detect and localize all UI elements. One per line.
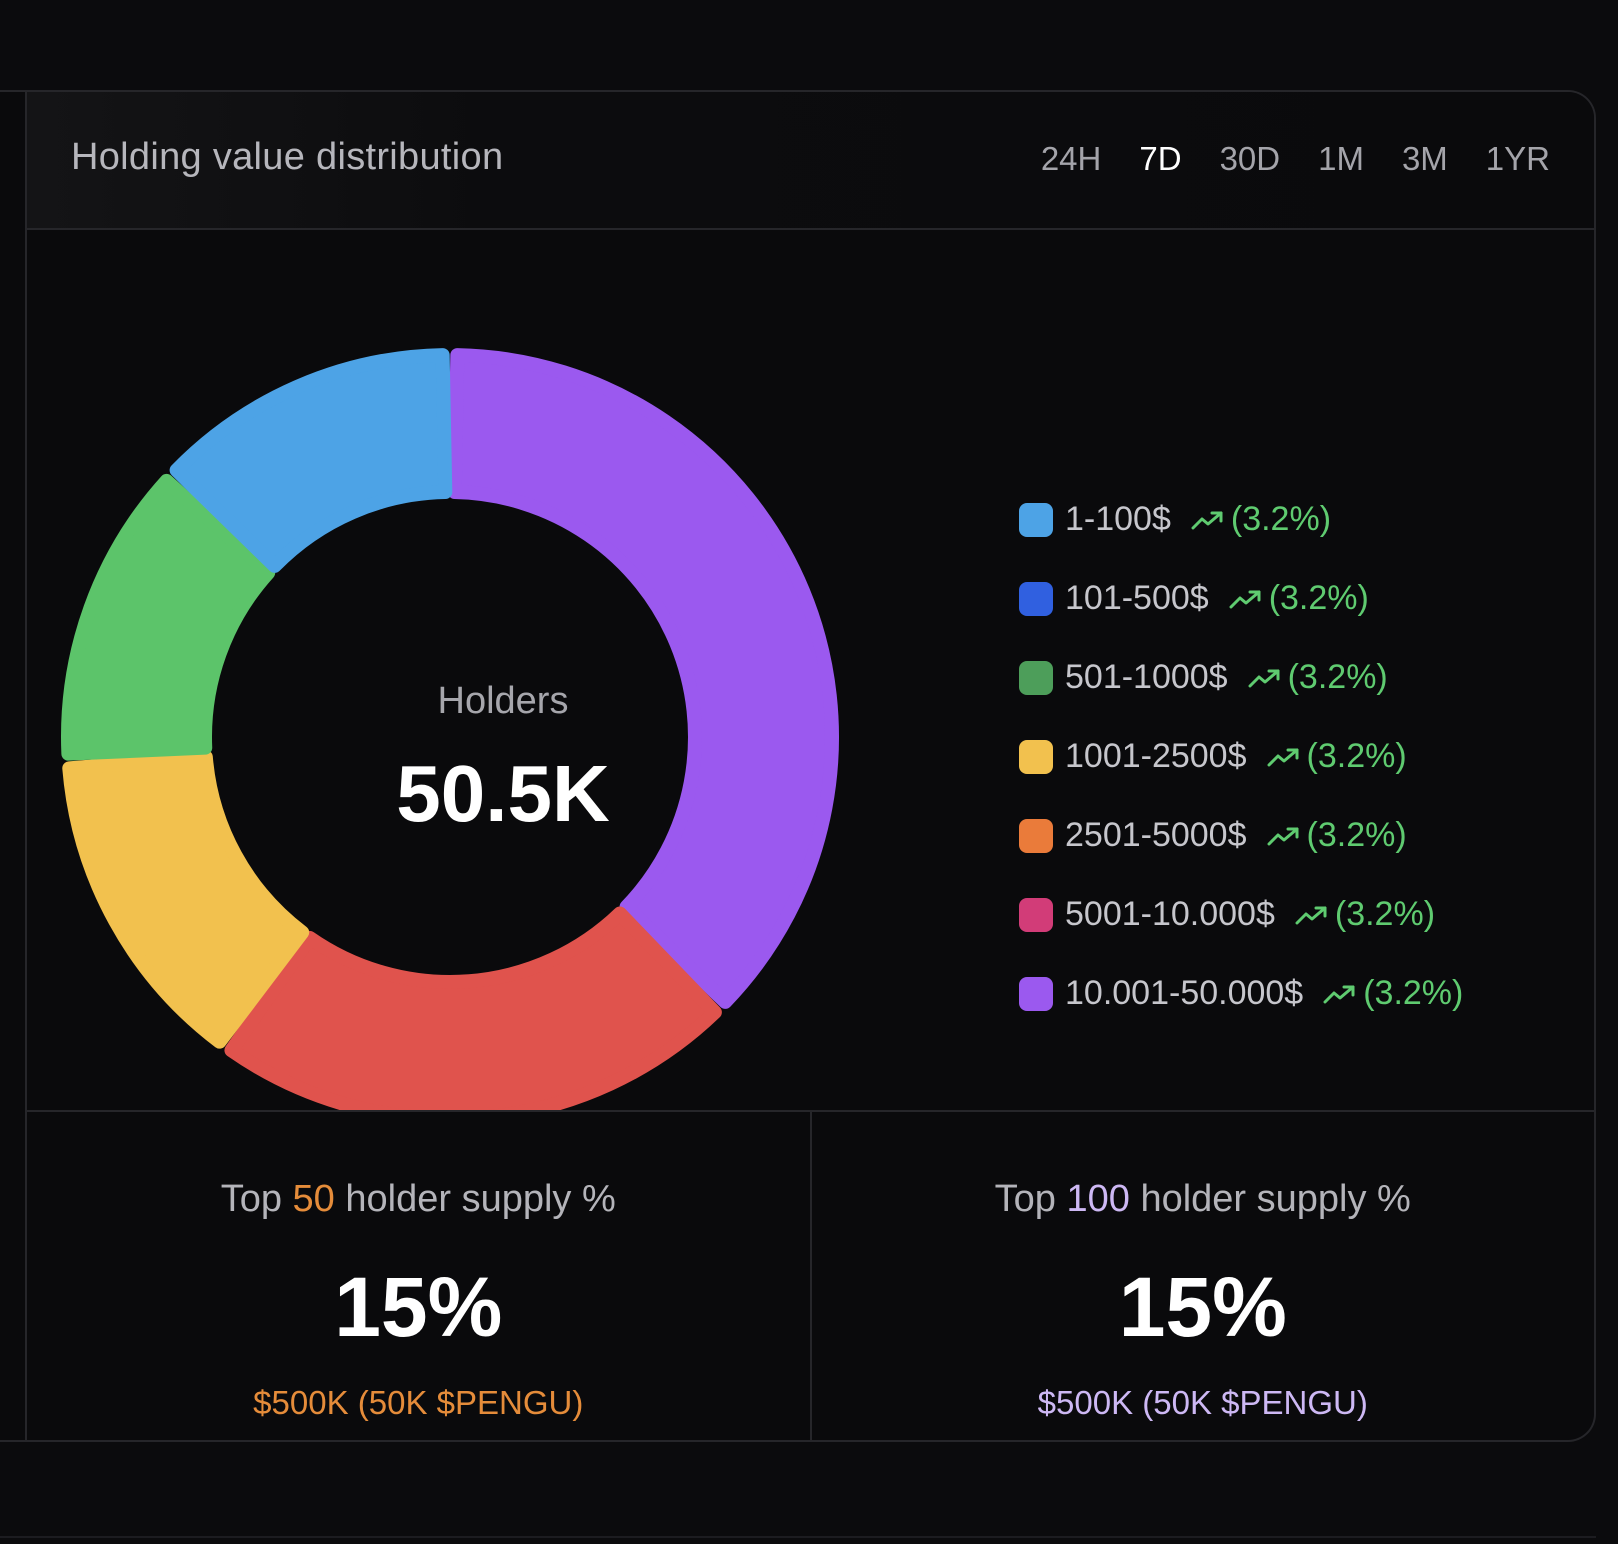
legend-change: (3.2%) — [1306, 816, 1407, 854]
donut-center-value: 50.5K — [396, 749, 610, 838]
legend-trend: (3.2%) — [1191, 500, 1331, 539]
legend-trend: (3.2%) — [1323, 974, 1463, 1013]
top-50-stat: Top 50 holder supply % 15% $500K (50K $P… — [27, 1112, 810, 1440]
tab-24h[interactable]: 24H — [1040, 140, 1102, 177]
tab-1m[interactable]: 1M — [1318, 140, 1364, 177]
legend-change: (3.2%) — [1306, 737, 1407, 775]
legend-label: 5001-10.000$ — [1065, 895, 1275, 933]
legend-change: (3.2%) — [1268, 579, 1369, 617]
legend-item: 1-100$ (3.2%) — [1019, 480, 1463, 559]
trend-up-icon — [1295, 906, 1327, 924]
legend-label: 1-100$ — [1065, 500, 1171, 538]
legend-item: 101-500$ (3.2%) — [1019, 559, 1463, 638]
chart-area: Holders 50.5K 1-100$ (3.2%) 101-500$ (3.2%)… — [27, 230, 1594, 1110]
trend-up-icon — [1267, 748, 1299, 766]
legend-trend: (3.2%) — [1229, 579, 1369, 618]
legend-change: (3.2%) — [1287, 658, 1388, 696]
trend-up-icon — [1267, 827, 1299, 845]
holding-distribution-card: Holding value distribution 24H 7D 30D 1M… — [0, 90, 1596, 1442]
donut-chart — [61, 348, 839, 1110]
legend-trend: (3.2%) — [1267, 737, 1407, 776]
donut-segment[interactable] — [224, 906, 722, 1110]
legend-item: 10.001-50.000$ (3.2%) — [1019, 954, 1463, 1033]
tab-30d[interactable]: 30D — [1219, 140, 1281, 177]
legend-item: 2501-5000$ (3.2%) — [1019, 796, 1463, 875]
legend-change: (3.2%) — [1230, 500, 1332, 538]
donut-segment[interactable] — [61, 473, 276, 761]
donut-segment[interactable] — [169, 348, 453, 573]
trend-up-icon — [1229, 590, 1261, 608]
donut-segment[interactable] — [62, 750, 310, 1049]
donut-segment[interactable] — [447, 348, 839, 1009]
stat-title-number: 100 — [1066, 1178, 1130, 1220]
legend-label: 101-500$ — [1065, 579, 1209, 617]
legend-swatch — [1019, 897, 1053, 932]
tab-7d[interactable]: 7D — [1139, 140, 1182, 177]
legend-swatch — [1019, 739, 1053, 774]
trend-up-icon — [1191, 511, 1223, 529]
legend-label: 1001-2500$ — [1065, 737, 1247, 775]
legend-trend: (3.2%) — [1295, 895, 1435, 934]
timeframe-tabs: 24H 7D 30D 1M 3M 1YR — [1041, 140, 1550, 178]
stat-title-suffix: holder supply % — [1129, 1178, 1411, 1220]
legend-label: 10.001-50.000$ — [1065, 974, 1304, 1012]
stat-title-prefix: Top — [994, 1178, 1067, 1220]
stat-value: 15% — [1118, 1260, 1287, 1354]
stat-value: 15% — [334, 1260, 503, 1354]
stat-sub: $500K (50K $PENGU) — [1037, 1384, 1368, 1421]
card-title: Holding value distribution — [71, 136, 504, 178]
tab-3m[interactable]: 3M — [1401, 140, 1448, 177]
legend-label: 501-1000$ — [1065, 658, 1228, 696]
left-divider — [25, 92, 27, 1440]
trend-up-icon — [1248, 669, 1280, 687]
legend-trend: (3.2%) — [1248, 658, 1388, 697]
next-card-border — [0, 1536, 1596, 1538]
trend-up-icon — [1323, 985, 1355, 1003]
top-100-stat: Top 100 holder supply % 15% $500K (50K $… — [809, 1112, 1595, 1440]
tab-1yr[interactable]: 1YR — [1485, 140, 1550, 177]
legend-swatch — [1019, 976, 1053, 1011]
stat-title-suffix: holder supply % — [334, 1178, 616, 1220]
stat-title-number: 50 — [292, 1178, 335, 1220]
stat-title: Top 50 holder supply % — [27, 1178, 810, 1221]
legend-swatch — [1019, 818, 1053, 853]
legend-trend: (3.2%) — [1267, 816, 1407, 855]
legend-item: 5001-10.000$ (3.2%) — [1019, 875, 1463, 954]
legend-change: (3.2%) — [1363, 974, 1464, 1012]
chart-legend: 1-100$ (3.2%) 101-500$ (3.2%) 501-1000$ (3.2%… — [1019, 480, 1463, 1033]
legend-swatch — [1019, 581, 1053, 616]
legend-swatch — [1019, 660, 1053, 695]
legend-change: (3.2%) — [1334, 895, 1436, 933]
donut-center-label: Holders — [437, 680, 569, 722]
card-header: Holding value distribution 24H 7D 30D 1M… — [27, 92, 1594, 230]
stat-sub: $500K (50K $PENGU) — [253, 1384, 584, 1421]
legend-label: 2501-5000$ — [1065, 816, 1247, 854]
stat-title: Top 100 holder supply % — [812, 1178, 1595, 1221]
legend-item: 501-1000$ (3.2%) — [1019, 638, 1463, 717]
stat-title-prefix: Top — [220, 1178, 293, 1220]
legend-swatch — [1019, 502, 1053, 537]
legend-item: 1001-2500$ (3.2%) — [1019, 717, 1463, 796]
stats-row: Top 50 holder supply % 15% $500K (50K $P… — [27, 1110, 1594, 1440]
